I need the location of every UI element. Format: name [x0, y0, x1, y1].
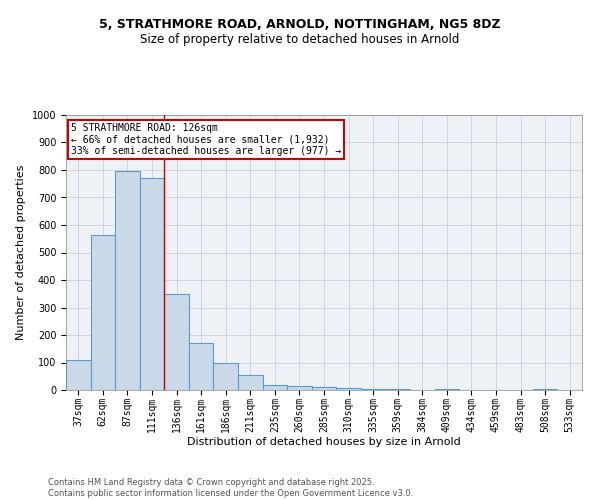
X-axis label: Distribution of detached houses by size in Arnold: Distribution of detached houses by size …	[187, 437, 461, 447]
Bar	[91, 234, 115, 390]
Bar	[533, 388, 557, 390]
Text: 5 STRATHMORE ROAD: 126sqm
← 66% of detached houses are smaller (1,932)
33% of se: 5 STRATHMORE ROAD: 126sqm ← 66% of detac…	[71, 123, 341, 156]
Bar	[164, 294, 189, 390]
Bar	[361, 388, 385, 390]
Bar	[287, 386, 312, 390]
Bar	[263, 385, 287, 390]
Bar	[214, 362, 238, 390]
Y-axis label: Number of detached properties: Number of detached properties	[16, 165, 26, 340]
Bar	[66, 360, 91, 390]
Text: Size of property relative to detached houses in Arnold: Size of property relative to detached ho…	[140, 32, 460, 46]
Text: 5, STRATHMORE ROAD, ARNOLD, NOTTINGHAM, NG5 8DZ: 5, STRATHMORE ROAD, ARNOLD, NOTTINGHAM, …	[99, 18, 501, 30]
Text: Contains HM Land Registry data © Crown copyright and database right 2025.
Contai: Contains HM Land Registry data © Crown c…	[48, 478, 413, 498]
Bar	[434, 388, 459, 390]
Bar	[238, 375, 263, 390]
Bar	[336, 388, 361, 390]
Bar	[115, 172, 140, 390]
Bar	[189, 343, 214, 390]
Bar	[385, 389, 410, 390]
Bar	[140, 178, 164, 390]
Bar	[312, 387, 336, 390]
